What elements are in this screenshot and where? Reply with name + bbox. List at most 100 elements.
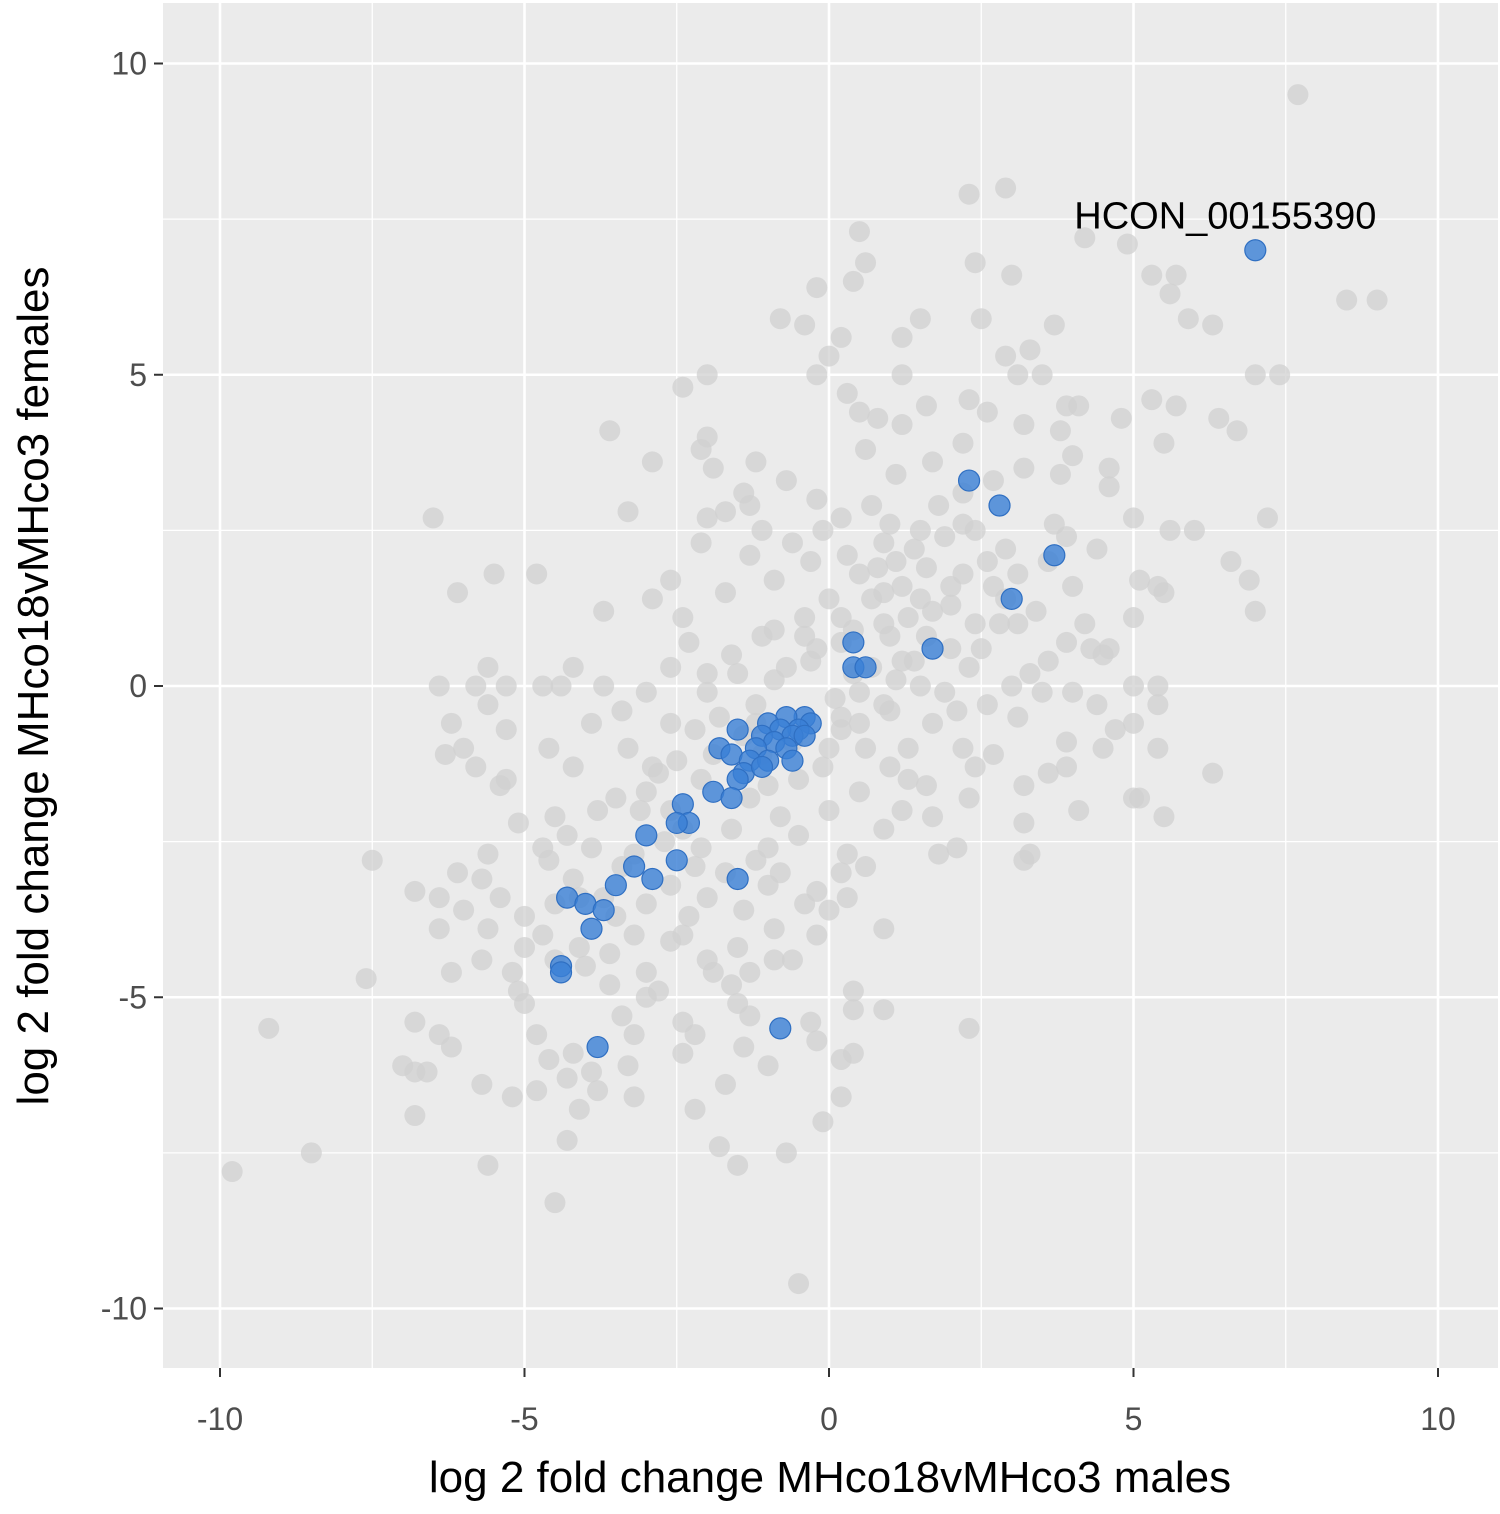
background-point [1098, 476, 1120, 498]
background-point [873, 532, 895, 554]
background-point [1049, 463, 1071, 485]
background-point [830, 862, 852, 884]
background-point [830, 706, 852, 728]
background-point [1147, 675, 1169, 697]
background-point [928, 843, 950, 865]
background-point [830, 326, 852, 348]
background-point [989, 613, 1011, 635]
background-point [1202, 314, 1224, 336]
background-point [1129, 569, 1151, 591]
highlighted-point [665, 849, 688, 872]
background-point [593, 675, 615, 697]
background-point [635, 986, 657, 1008]
background-point [635, 961, 657, 983]
background-point [684, 856, 706, 878]
background-point [775, 470, 797, 492]
background-point [678, 631, 700, 653]
background-point [440, 961, 462, 983]
background-point [641, 756, 663, 778]
background-point [1098, 457, 1120, 479]
background-point [471, 949, 493, 971]
background-point [1043, 314, 1065, 336]
highlighted-point [842, 631, 865, 654]
background-point [404, 1105, 426, 1127]
background-point [1202, 762, 1224, 784]
background-point [848, 563, 870, 585]
background-point [1123, 607, 1144, 629]
background-point [891, 575, 913, 597]
background-point [976, 551, 998, 572]
background-point [599, 943, 621, 965]
background-point [739, 494, 761, 516]
background-point [1013, 812, 1035, 834]
background-point [879, 756, 901, 778]
background-point [507, 812, 529, 834]
background-point [982, 470, 1004, 492]
highlighted-point [671, 793, 694, 816]
background-point [1013, 775, 1035, 797]
background-point [1062, 445, 1084, 467]
background-point [477, 694, 499, 716]
background-point [812, 1111, 834, 1133]
background-point [404, 1011, 426, 1033]
background-point [940, 638, 962, 660]
background-point [897, 737, 919, 759]
background-point [891, 364, 913, 386]
background-point [1256, 507, 1278, 529]
highlighted-point [586, 1035, 609, 1059]
background-point [526, 563, 548, 585]
background-point [1123, 787, 1144, 809]
background-point [818, 345, 840, 367]
background-point [934, 526, 956, 548]
background-point [1056, 731, 1078, 753]
background-point [757, 1055, 779, 1077]
background-point [599, 974, 621, 996]
background-point [428, 918, 450, 940]
x-axis-title: log 2 fold change MHco18vMHco3 males [429, 1453, 1231, 1502]
background-point [532, 924, 554, 946]
background-point [873, 582, 895, 604]
background-point [946, 837, 968, 859]
background-point [842, 270, 864, 292]
background-point [1147, 694, 1169, 716]
background-point [836, 544, 858, 566]
background-point [660, 656, 682, 678]
background-point [471, 868, 493, 890]
highlighted-point [641, 867, 664, 891]
background-point [781, 532, 803, 554]
highlighted-point [1043, 544, 1066, 567]
x-tick-label: -10 [197, 1401, 243, 1437]
background-point [1244, 364, 1266, 386]
background-point [769, 862, 791, 884]
background-point [1007, 613, 1029, 635]
background-point [684, 1024, 706, 1046]
background-point [1177, 308, 1199, 330]
y-tick-label: 0 [129, 668, 147, 704]
highlighted-point [665, 811, 688, 835]
background-point [361, 849, 383, 871]
major-gridlines [163, 3, 1498, 1368]
background-point [477, 656, 499, 678]
highlighted-point [921, 637, 944, 660]
background-point [1159, 519, 1181, 541]
background-point [836, 887, 858, 909]
background-point [757, 775, 779, 797]
background-point [1019, 339, 1041, 361]
background-point [1123, 507, 1144, 529]
background-point [477, 918, 499, 940]
highlighted-point [1000, 587, 1023, 610]
background-point [879, 625, 901, 647]
background-point [1269, 364, 1291, 386]
background-point [976, 401, 998, 423]
background-point [1062, 575, 1084, 597]
background-point [623, 924, 645, 946]
background-point [818, 800, 840, 821]
background-point [544, 1192, 566, 1214]
background-point [556, 1067, 578, 1089]
background-point [641, 588, 663, 610]
background-point [1104, 719, 1126, 741]
background-point [739, 1005, 761, 1027]
background-point [922, 712, 944, 734]
background-point [1165, 264, 1187, 286]
background-point [855, 252, 877, 274]
